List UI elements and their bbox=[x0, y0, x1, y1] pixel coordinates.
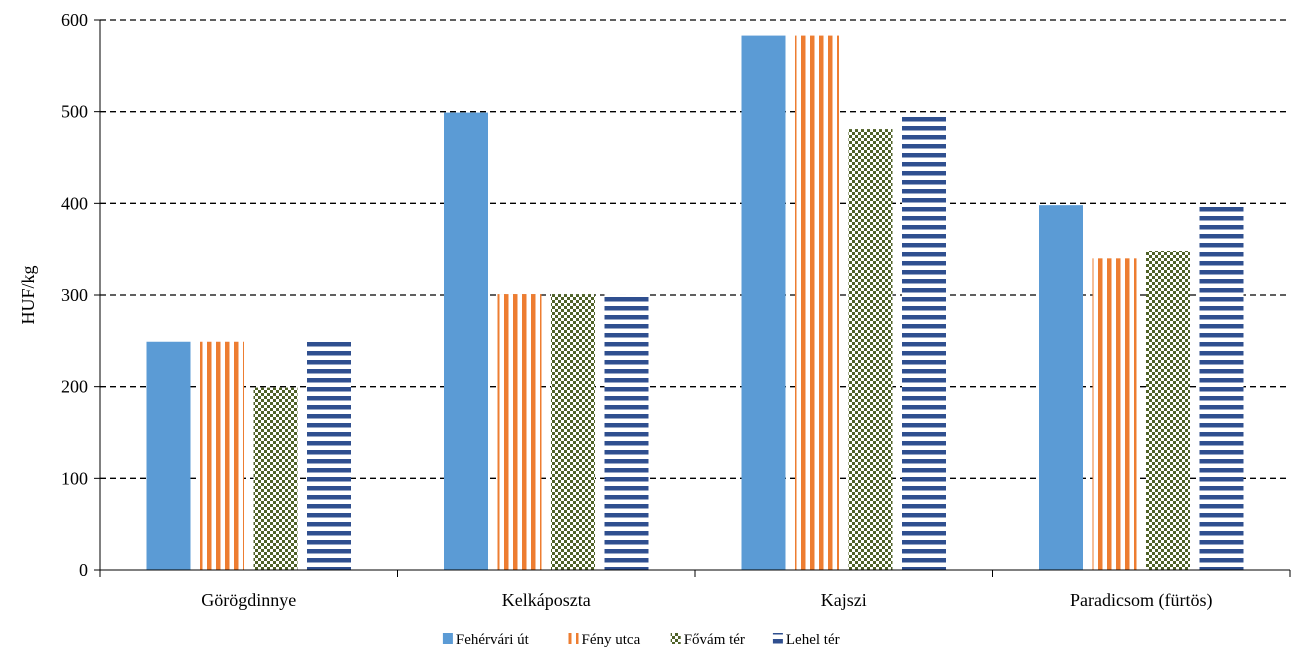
legend-label: Fehérvári út bbox=[456, 632, 530, 648]
bar-lehel-tér-1 bbox=[604, 294, 649, 570]
legend-swatch bbox=[442, 633, 453, 644]
legend-swatch bbox=[670, 633, 681, 644]
x-tick-label: Kelkáposzta bbox=[502, 590, 591, 610]
bar-fény-utca-2 bbox=[795, 35, 839, 571]
legend-swatch bbox=[772, 633, 783, 644]
bars bbox=[146, 35, 1244, 571]
legend-swatch bbox=[568, 633, 579, 644]
legend-label: Fővám tér bbox=[684, 632, 745, 648]
y-axis-label: HUF/kg bbox=[18, 265, 38, 324]
y-tick-label: 500 bbox=[61, 102, 88, 122]
y-tick-label: 300 bbox=[61, 285, 88, 305]
bar-fehérvári-út-3 bbox=[1039, 205, 1083, 570]
y-tick-label: 0 bbox=[79, 560, 88, 580]
x-tick-label: Paradicsom (fürtös) bbox=[1070, 590, 1212, 611]
legend: Fehérvári út Fény utca Fővám tér Lehel tér bbox=[442, 632, 840, 648]
bar-fehérvári-út-1 bbox=[444, 112, 488, 570]
axes: 0 100 200 300 400 500 600 Görögdinnye Kelkáposzt… bbox=[61, 10, 1291, 611]
bar-fehérvári-út-0 bbox=[146, 341, 191, 570]
bar-fővám-tér-1 bbox=[551, 294, 595, 570]
bar-fény-utca-0 bbox=[200, 341, 244, 570]
bar-fény-utca-1 bbox=[497, 294, 542, 570]
bar-lehel-tér-3 bbox=[1199, 205, 1244, 570]
bar-lehel-tér-0 bbox=[307, 341, 351, 570]
y-tick-label: 600 bbox=[61, 10, 88, 30]
gridlines bbox=[100, 19, 1290, 479]
bar-fővám-tér-2 bbox=[848, 129, 893, 571]
bar-fővám-tér-0 bbox=[253, 387, 298, 570]
bar-fehérvári-út-2 bbox=[741, 35, 786, 571]
legend-label: Lehel tér bbox=[786, 632, 840, 648]
y-tick-label: 400 bbox=[61, 193, 88, 213]
y-tick-label: 200 bbox=[61, 377, 88, 397]
y-tick-label: 100 bbox=[61, 468, 88, 488]
x-tick-label: Kajszi bbox=[821, 590, 867, 610]
x-tick-label: Görögdinnye bbox=[201, 590, 296, 610]
bar-fővám-tér-3 bbox=[1146, 251, 1190, 570]
bar-lehel-tér-2 bbox=[902, 112, 946, 570]
bar-fény-utca-3 bbox=[1092, 258, 1137, 570]
legend-label: Fény utca bbox=[582, 632, 641, 648]
